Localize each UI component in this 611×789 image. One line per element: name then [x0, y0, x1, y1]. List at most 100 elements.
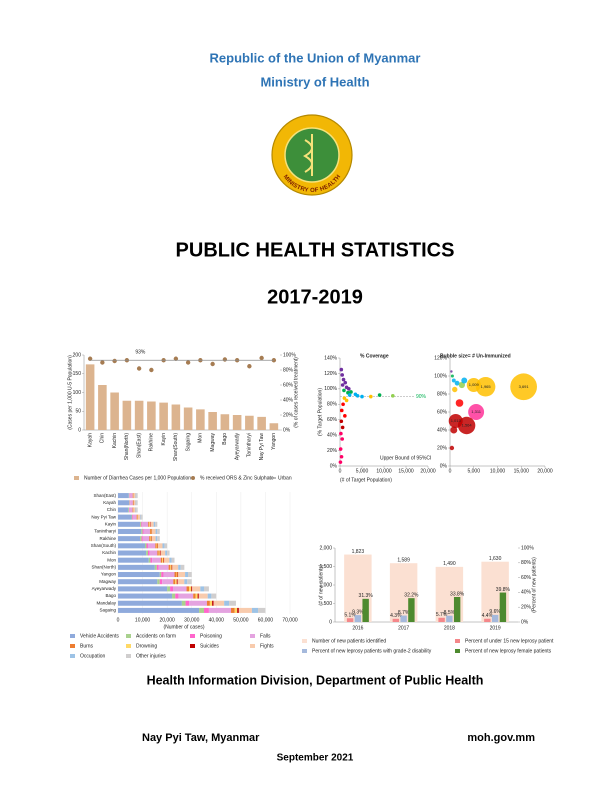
bubble-label: 1,311	[471, 409, 481, 414]
bar-segment	[152, 528, 156, 534]
bar-segment	[155, 543, 157, 549]
y-tick-label: 0%	[330, 463, 338, 469]
x-tick-label: 0	[339, 468, 342, 474]
header-line: Ministry of Health	[260, 74, 369, 89]
legend-swatch	[302, 639, 307, 643]
bubble	[450, 426, 458, 434]
bar-segment	[178, 593, 194, 599]
bar-segment	[189, 600, 207, 606]
bar-segment	[163, 557, 165, 563]
bar-segment	[135, 507, 137, 513]
bar	[400, 615, 407, 622]
y-tick-label: Kachin	[102, 550, 116, 555]
bar-segment	[258, 607, 266, 613]
bar-segment	[209, 600, 213, 606]
point	[100, 360, 105, 365]
bar	[438, 617, 445, 622]
bar-segment	[251, 607, 259, 613]
x-tick-label: 70,000	[282, 617, 298, 623]
legend-label: Percent of new leprosy female patients	[465, 648, 552, 654]
bar-segment	[155, 521, 158, 527]
logo: MINISTRY OF HEALTH	[271, 114, 353, 196]
legend-swatch	[190, 634, 195, 638]
data-label: 9.3%	[352, 609, 364, 615]
bubble-label: 1,013	[451, 418, 462, 423]
x-tick-label: 20,000	[159, 617, 175, 623]
bar-segment	[152, 557, 161, 563]
point	[347, 387, 351, 391]
point	[338, 460, 343, 464]
bar	[446, 615, 453, 622]
bar-segment	[138, 514, 141, 520]
y-tick-label: Bago	[105, 593, 116, 598]
y-tick-label: 80%	[283, 367, 294, 373]
annotation: 93%	[135, 350, 146, 356]
bar-segment	[146, 543, 148, 549]
bubble	[475, 377, 496, 397]
x-tick-label: Yangon	[271, 433, 277, 450]
annotation: Upper Bound of 95%CI	[380, 455, 431, 461]
bar	[269, 423, 279, 430]
bar-segment	[184, 579, 188, 585]
bar-segment	[133, 500, 136, 506]
bar	[453, 596, 461, 622]
x-tick-label: 20,000	[420, 468, 436, 474]
bar-segment	[175, 593, 179, 599]
x-tick-label: 2016	[352, 625, 363, 631]
y-tick-label: 100%	[434, 373, 447, 379]
data-label: 33.8%	[450, 591, 465, 597]
chart-title: Bubble size= # Un-Immunized	[440, 353, 511, 359]
bar-segment	[150, 557, 153, 563]
bar-segment	[238, 607, 252, 613]
legend-label: Percent of under 15 new leprosy patient	[465, 638, 554, 644]
legend-label: Falls	[260, 633, 271, 639]
x-tick-label: 2019	[490, 625, 501, 631]
x-tick-label: 2017	[398, 625, 409, 631]
legend-label: Accidents on farm	[136, 633, 176, 639]
y-tick-label: 80%	[521, 560, 532, 566]
bar	[346, 618, 354, 622]
point	[339, 454, 344, 459]
data-label: 4.3%	[390, 613, 402, 619]
point	[342, 388, 346, 393]
bubble	[468, 404, 485, 420]
x-tick-label: 5,000	[467, 468, 480, 474]
x-tick-label: Chin	[100, 433, 106, 444]
y-tick-label: 120%	[434, 355, 447, 361]
axis-title: (# of Target Population)	[340, 477, 392, 483]
bar-segment	[162, 557, 164, 563]
y-tick-label: Shan(East)	[93, 493, 116, 498]
bar-segment	[157, 528, 160, 534]
x-tick-label: Mon	[198, 433, 204, 443]
point	[338, 447, 343, 451]
bubble	[461, 377, 468, 384]
bar-segment	[164, 557, 170, 563]
y-tick-label: 60%	[521, 575, 532, 581]
x-tick-label: 10,000	[376, 468, 392, 474]
bar-segment	[198, 593, 208, 599]
bar-segment	[149, 550, 158, 556]
bar-segment	[135, 500, 137, 506]
bar-segment	[118, 607, 200, 613]
x-tick-label: Bago	[222, 433, 228, 445]
point	[343, 380, 348, 385]
point	[339, 419, 344, 424]
bar-segment	[173, 579, 176, 585]
data-label: 4.4%	[482, 613, 494, 619]
bar-segment	[147, 550, 150, 556]
bar-segment	[200, 586, 204, 592]
bar-segment	[118, 514, 132, 520]
legend-swatch	[126, 654, 131, 658]
y-tick-label: Nay Pyi Taw	[91, 514, 116, 519]
bar-segment	[193, 593, 196, 599]
bar-segment	[157, 550, 159, 556]
x-tick-label: 5,000	[356, 468, 369, 474]
bar-segment	[118, 564, 155, 570]
bar-segment	[118, 528, 142, 534]
bar-segment	[213, 600, 225, 606]
bubble-label: 1,009	[469, 382, 480, 387]
bar-segment	[136, 493, 138, 499]
point	[339, 367, 344, 372]
y-tick-label: 80%	[437, 391, 448, 397]
bubble	[510, 373, 537, 401]
